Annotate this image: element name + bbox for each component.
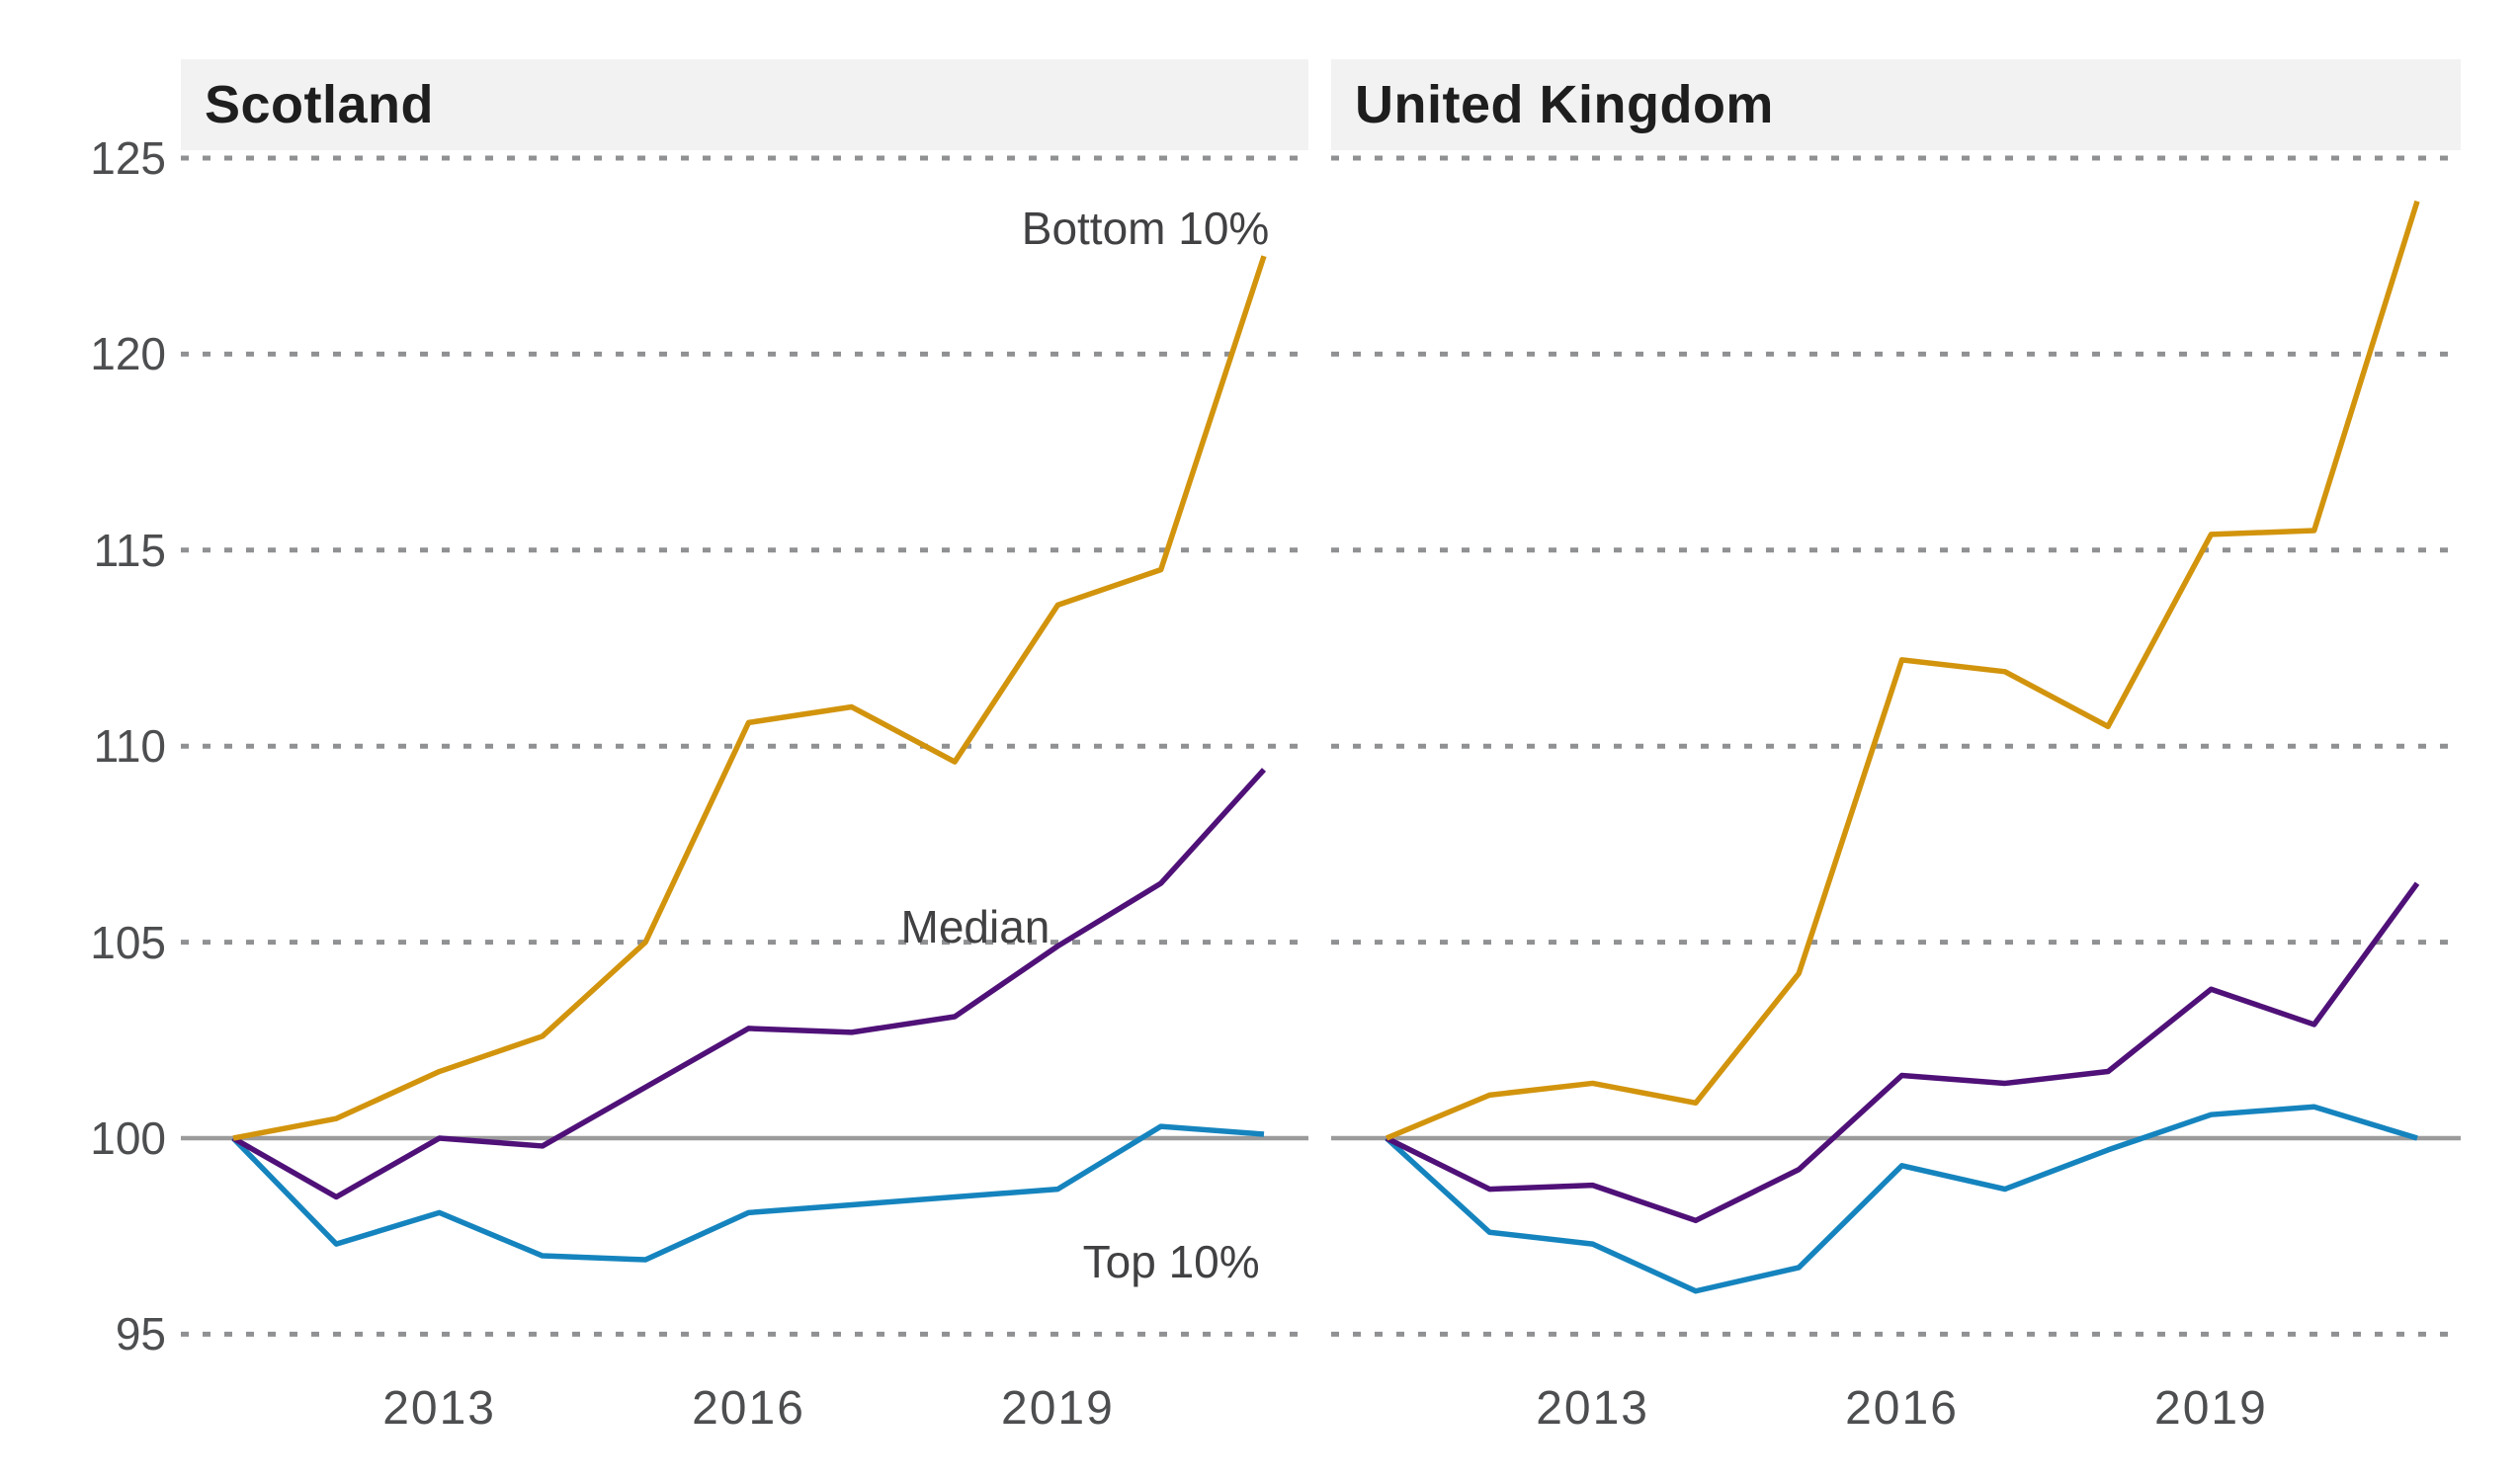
series-label-bottom-10: Bottom 10% [1021,203,1270,255]
line-top-10- [1385,1104,2418,1294]
line-median [1385,881,2420,1224]
x-axis-label-united-kingdom-2019: 2019 [2154,1382,2268,1435]
y-axis-label-125: 125 [90,132,166,184]
series-label-median: Median [900,900,1050,952]
chart-title-united-kingdom: United Kingdom [1355,75,1774,134]
series-label-top-10: Top 10% [1082,1235,1260,1287]
y-axis-label-120: 120 [90,328,166,380]
y-axis-label-105: 105 [90,916,166,968]
chart-scotland [181,155,1308,1337]
y-axis-label-110: 110 [93,720,166,773]
line-top-10- [231,1123,1265,1263]
chart-united-kingdom [1331,155,2461,1337]
x-axis-label-united-kingdom-2013: 2013 [1536,1382,1649,1435]
line-bottom-10- [232,255,1267,1141]
y-axis-label-115: 115 [93,524,166,576]
panel-header-united-kingdom: United Kingdom [1331,59,2461,150]
y-axis-label-100: 100 [90,1112,166,1164]
x-axis-label-scotland-2016: 2016 [692,1382,805,1435]
panel-header-scotland: Scotland [181,59,1308,150]
y-axis-label-95: 95 [115,1308,166,1360]
x-axis-label-united-kingdom-2016: 2016 [1845,1382,1959,1435]
line-bottom-10- [1385,200,2420,1141]
line-median [231,768,1267,1200]
x-axis-label-scotland-2019: 2019 [1001,1382,1115,1435]
x-axis-label-scotland-2013: 2013 [382,1382,496,1435]
chart-title-scotland: Scotland [205,75,435,134]
